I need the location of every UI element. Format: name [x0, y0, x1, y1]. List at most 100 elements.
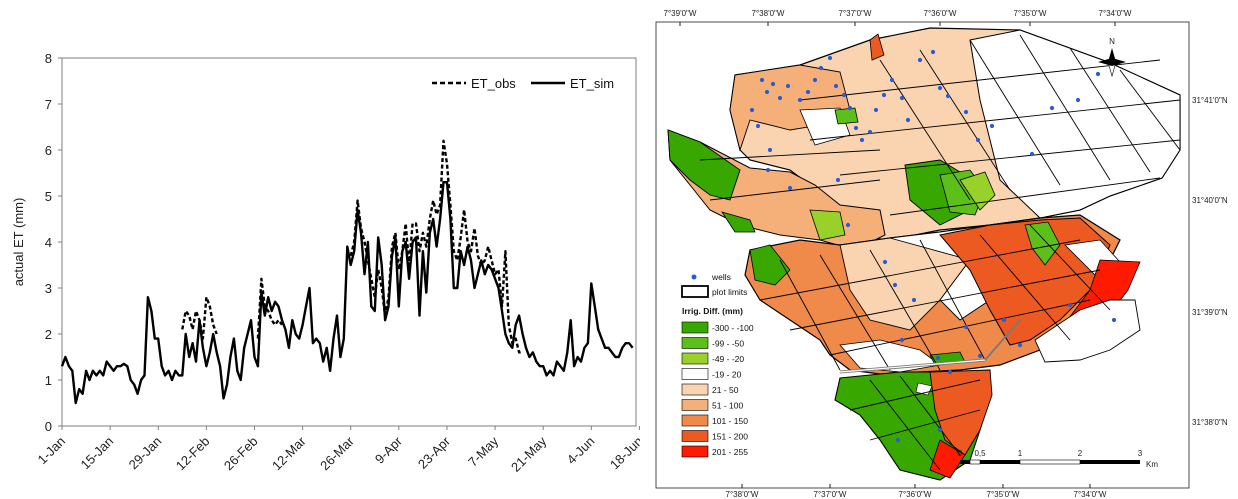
legend-class-swatch	[681, 399, 709, 411]
x-tick-label: 18-Jun	[607, 434, 640, 473]
legend-class-swatch	[681, 445, 709, 458]
series-line-et-obs	[181, 296, 218, 340]
legend-class-label: 101 - 150	[712, 416, 748, 426]
map-legend: wells plot limits Irrig. Diff. (mm) -300…	[681, 272, 754, 458]
legend-class-label: 201 - 255	[712, 447, 748, 457]
legend-class-swatch	[681, 414, 709, 427]
x-tick-label: 15-Jan	[78, 434, 117, 473]
legend-class-label: -300 - -100	[712, 323, 754, 333]
chart-legend: ET_obs ET_sim	[432, 76, 614, 91]
map-right-tick: 31°38'0"N	[1192, 418, 1228, 427]
map-top-tick: 7°34'0"W	[1099, 9, 1132, 18]
map-right-tick: 31°39'0"N	[1192, 308, 1228, 317]
scale-label-2: 1	[1018, 449, 1023, 458]
well-point	[892, 282, 898, 288]
north-label: N	[1109, 37, 1115, 46]
well-point	[1075, 97, 1081, 103]
well-point	[930, 49, 936, 55]
y-tick-labels: 0 1 2 3 4 5 6 7 8	[45, 51, 62, 434]
y-tick-label: 1	[45, 373, 52, 388]
legend-wells-label: wells	[711, 272, 731, 282]
well-point	[1017, 342, 1023, 348]
well-point	[1049, 105, 1055, 111]
map-top-tick: 7°35'0"W	[1014, 9, 1047, 18]
well-point	[797, 97, 803, 103]
map-bottom-tick: 7°36'0"W	[899, 490, 932, 499]
map-top-tick: 7°39'0"W	[664, 9, 697, 18]
well-point	[787, 185, 793, 191]
x-tick-label: 12-Mar	[269, 433, 309, 473]
legend-wells-symbol	[691, 274, 697, 280]
x-tick-label: 26-Feb	[221, 434, 261, 474]
map-right-tick: 31°41'0"N	[1192, 96, 1228, 105]
legend-class-swatch	[681, 430, 709, 442]
well-point	[845, 222, 851, 228]
map-top-tick: 7°38'0"W	[752, 9, 785, 18]
well-point	[785, 83, 791, 89]
well-point	[937, 85, 943, 91]
scale-label-4: 3	[1138, 449, 1143, 458]
well-point	[963, 109, 969, 115]
well-point	[765, 167, 771, 173]
series-line-et-obs	[256, 277, 283, 339]
well-point	[895, 437, 901, 443]
well-point	[853, 125, 859, 131]
legend-obs-label: ET_obs	[471, 76, 516, 91]
well-point	[867, 129, 873, 135]
legend-class-swatch	[681, 383, 709, 396]
map-bottom-tick: 7°34'0"W	[1074, 490, 1107, 499]
well-point	[1111, 317, 1117, 323]
y-tick-label: 2	[45, 327, 52, 342]
well-point	[881, 92, 887, 98]
north-arrow: N	[1098, 37, 1126, 78]
well-point	[770, 81, 776, 87]
well-point	[777, 95, 783, 101]
well-point	[945, 93, 951, 99]
x-tick-label: 4-Jun	[564, 434, 598, 468]
et-line-chart: actual ET (mm) 0 1 2 3 4 5 6 7 8 1-Jan 15-Jan 29-J…	[11, 51, 640, 475]
irrigation-difference-map: 7°39'0"W 7°38'0"W 7°37'0"W 7°36'0"W 7°35'0"W…	[655, 9, 1228, 499]
x-tick-label: 1-Jan	[35, 434, 69, 468]
well-point	[833, 83, 839, 89]
well-point	[835, 177, 841, 183]
y-tick-label: 8	[45, 51, 52, 66]
well-point	[977, 353, 983, 359]
well-point	[937, 427, 943, 433]
well-point	[812, 77, 818, 83]
map-coordinate-ticks: 7°39'0"W 7°38'0"W 7°37'0"W 7°36'0"W 7°35'0"W…	[664, 9, 1228, 499]
well-point	[873, 107, 879, 113]
legend-class-label: 51 - 100	[712, 401, 743, 411]
x-tick-label: 26-Mar	[317, 433, 357, 473]
y-tick-label: 6	[45, 143, 52, 158]
x-tick-label: 21-May	[508, 433, 550, 475]
map-top-tick: 7°37'0"W	[839, 9, 872, 18]
legend-class-label: -49 - -20	[712, 354, 744, 364]
plot-area	[61, 57, 637, 427]
legend-class-label: 21 - 50	[712, 385, 739, 395]
x-tick-label: 9-Apr	[372, 433, 406, 467]
y-tick-label: 7	[45, 97, 52, 112]
legend-class-swatch	[681, 337, 709, 349]
well-point	[917, 57, 923, 63]
map-bottom-tick: 7°37'0"W	[814, 490, 847, 499]
well-point	[1095, 71, 1101, 77]
well-point	[1001, 317, 1007, 323]
map-right-tick: 31°40'0"N	[1192, 196, 1228, 205]
y-axis-label: actual ET (mm)	[11, 198, 26, 287]
well-point	[749, 107, 755, 113]
x-tick-labels: 1-Jan 15-Jan 29-Jan 12-Feb 26-Feb 12-Mar 26-Ma…	[35, 426, 640, 475]
x-tick-label: 12-Feb	[173, 434, 213, 474]
y-tick-label: 5	[45, 189, 52, 204]
well-point	[911, 297, 917, 303]
legend-class-label: 151 - 200	[712, 432, 748, 442]
y-tick-label: 3	[45, 281, 52, 296]
legend-title: Irrig. Diff. (mm)	[682, 306, 743, 316]
well-point	[882, 259, 888, 265]
well-point	[975, 137, 981, 143]
well-point	[818, 65, 824, 71]
scale-bar: 0 0,5 1 2 3 Km	[958, 449, 1159, 469]
scale-label-3: 2	[1078, 449, 1083, 458]
series-line-et-obs	[349, 139, 523, 354]
well-point	[827, 55, 833, 61]
scale-label-1: 0,5	[974, 449, 986, 458]
